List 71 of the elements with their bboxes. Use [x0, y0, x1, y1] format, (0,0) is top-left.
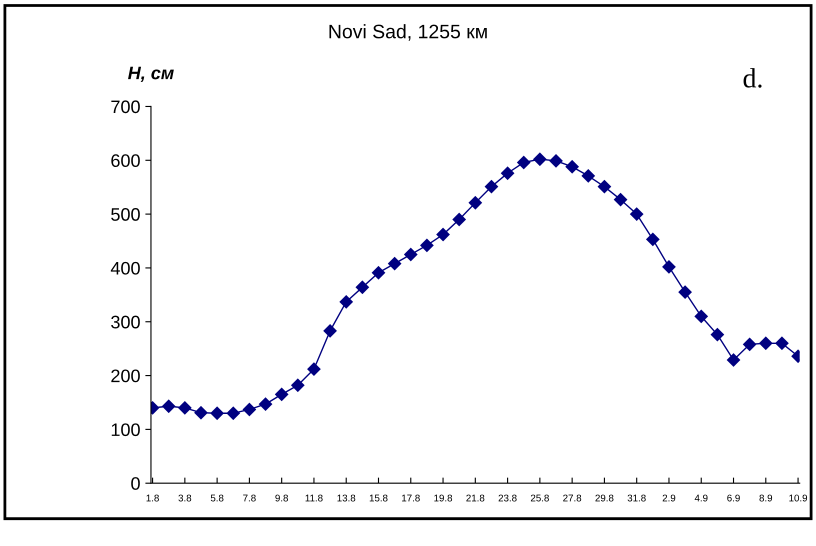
x-tick-label: 21.8: [466, 494, 484, 502]
point: [340, 295, 353, 308]
x-tick-label: 9.8: [275, 494, 288, 502]
x-tick-label: 7.8: [243, 494, 256, 502]
point: [452, 212, 466, 226]
x-tick-label: 1.8: [146, 494, 159, 502]
x-tick-label: 13.8: [338, 494, 356, 502]
point: [630, 208, 644, 221]
point: [210, 406, 224, 420]
point: [598, 180, 612, 194]
x-tick-label: 10.9: [789, 494, 808, 502]
text: d.: [744, 68, 762, 88]
x-tick-label: 23.8: [498, 494, 517, 502]
x-tick-label: 3.8: [178, 494, 192, 502]
point: [678, 286, 692, 299]
point: [404, 248, 418, 262]
point: [436, 228, 450, 242]
point: [307, 362, 321, 376]
point: [323, 324, 337, 338]
point: [775, 336, 789, 350]
point: [662, 260, 676, 274]
point: [388, 257, 402, 270]
x-tick-label: 2.9: [662, 494, 676, 502]
point: [646, 232, 660, 246]
y-tick-label: 0: [131, 477, 140, 490]
point: [291, 378, 304, 392]
point: [420, 238, 434, 252]
x-tick-label: 29.8: [595, 494, 614, 502]
point: [549, 154, 563, 168]
y-tick-label: 200: [111, 370, 140, 382]
y-tick-label: 100: [112, 423, 140, 436]
x-tick-label: 31.8: [628, 494, 646, 502]
point: [258, 398, 272, 411]
y-tick-label: 600: [111, 154, 140, 168]
point: [726, 353, 740, 367]
x-tick-label: 27.8: [563, 494, 582, 502]
point: [484, 180, 498, 194]
point: [533, 152, 546, 166]
y-axis-title: H, см: [128, 66, 174, 82]
point: [242, 402, 256, 416]
point: [226, 406, 240, 420]
x-tick-label: 11.8: [306, 494, 323, 502]
point: [694, 310, 708, 323]
point: [372, 266, 386, 280]
chart-title: Novi Sad, 1255 км: [329, 24, 487, 41]
point: [517, 156, 530, 170]
x-tick-label: 17.8: [402, 494, 420, 502]
y-tick-label: 300: [111, 316, 140, 328]
y-tick-label: 700: [111, 100, 140, 114]
x-tick-label: 15.8: [370, 494, 388, 502]
x-tick-label: 8.9: [759, 494, 772, 502]
x-tick-label: 5.8: [210, 494, 224, 502]
y-tick-label: 500: [111, 208, 140, 221]
point: [582, 169, 595, 182]
x-tick-label: 19.8: [434, 494, 452, 502]
point: [759, 336, 772, 350]
point: [178, 401, 192, 414]
x-tick-label: 25.8: [530, 494, 549, 502]
point: [501, 166, 514, 180]
x-tick-label: 4.9: [694, 494, 708, 502]
point: [162, 400, 176, 413]
point: [194, 406, 208, 420]
point: [710, 328, 724, 342]
point: [566, 160, 579, 174]
point: [468, 196, 482, 210]
point: [275, 388, 288, 401]
point: [356, 280, 369, 294]
x-tick-label: 6.9: [727, 494, 740, 502]
y-tick-label: 400: [110, 262, 140, 275]
point: [743, 338, 756, 351]
point: [614, 192, 628, 206]
